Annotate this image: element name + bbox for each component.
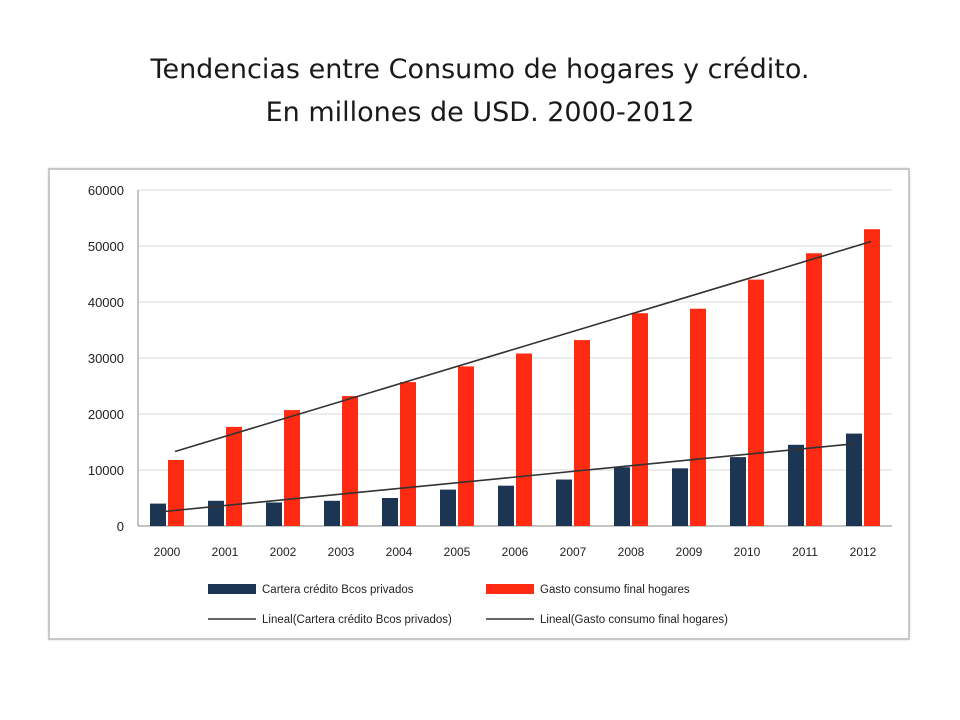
legend-swatch-0 [208,584,256,594]
x-tick-label-2003: 2003 [328,545,355,559]
x-tick-label-2010: 2010 [734,545,761,559]
legend-label-0: Cartera crédito Bcos privados [262,584,414,596]
bar-cartera-credito-2010 [730,457,746,526]
trendline-cartera-credito [158,442,856,513]
bar-gasto-consumo-2003 [342,396,358,526]
y-tick-label: 60000 [88,183,124,198]
slide-title-line-2: En millones de USD. 2000-2012 [265,97,695,128]
bar-cartera-credito-2004 [382,498,398,526]
x-tick-label-2006: 2006 [502,545,529,559]
bar-cartera-credito-2002 [266,502,282,526]
y-tick-label: 0 [117,519,124,534]
bar-gasto-consumo-2008 [632,313,648,526]
x-tick-label-2007: 2007 [560,545,587,559]
chart-svg: 0 10000 20000 30000 40000 50000 60000 2000 2001… [88,183,892,626]
bar-gasto-consumo-2010 [748,279,764,526]
x-tick-label-2002: 2002 [270,545,297,559]
bar-cartera-credito-2001 [208,500,224,526]
bar-gasto-consumo-2005 [458,366,474,526]
x-tick-label-2011: 2011 [792,545,818,559]
legend-label-2: Lineal(Cartera crédito Bcos privados) [262,614,452,626]
bar-gasto-consumo-2012 [864,229,880,526]
chart-frame: 0 10000 20000 30000 40000 50000 60000 2000 2001… [48,168,910,640]
x-tick-label-2000: 2000 [154,545,181,559]
trend-lines [158,240,872,513]
bar-gasto-consumo-2007 [574,340,590,526]
trendline-gasto-consumo [174,240,872,453]
x-tick-label-2005: 2005 [444,545,471,559]
y-axis-ticks: 0 10000 20000 30000 40000 50000 60000 [88,183,124,534]
x-tick-label-2008: 2008 [618,545,645,559]
bar-gasto-consumo-2002 [284,410,300,526]
bar-gasto-consumo-2009 [690,308,706,526]
x-tick-label-2004: 2004 [386,545,413,559]
x-axis-ticks: 2000 2001 2002 2003 2004 2005 2006 2007 2008 2009… [154,545,877,559]
y-tick-label: 40000 [88,295,124,310]
bar-gasto-consumo-2000 [168,459,184,526]
bar-cartera-credito-2012 [846,433,862,526]
grid-lines [137,189,892,527]
bar-cartera-credito-2000 [150,503,166,526]
bar-gasto-consumo-2004 [400,382,416,526]
legend-label-1: Gasto consumo final hogares [540,584,690,596]
y-tick-label: 50000 [88,239,124,254]
legend: Cartera crédito Bcos privados Gasto consu… [208,584,728,626]
bar-cartera-credito-2003 [324,500,340,526]
y-tick-label: 30000 [88,351,124,366]
slide-title-line-1: Tendencias entre Consumo de hogares y cr… [150,54,810,85]
x-tick-label-2012: 2012 [850,545,877,559]
bar-gasto-consumo-2001 [226,426,242,526]
bar-cartera-credito-2011 [788,444,804,526]
legend-swatch-1 [486,584,534,594]
bar-cartera-credito-2009 [672,468,688,526]
bar-cartera-credito-2006 [498,485,514,526]
y-tick-label: 10000 [88,463,124,478]
slide-title: Tendencias entre Consumo de hogares y cr… [0,48,960,134]
bars [150,229,880,526]
legend-label-3: Lineal(Gasto consumo final hogares) [540,614,728,626]
y-tick-label: 20000 [88,407,124,422]
bar-cartera-credito-2008 [614,467,630,526]
bar-gasto-consumo-2011 [806,253,822,526]
x-tick-label-2001: 2001 [212,545,239,559]
bar-cartera-credito-2005 [440,489,456,526]
bar-gasto-consumo-2006 [516,353,532,526]
x-tick-label-2009: 2009 [676,545,703,559]
bar-cartera-credito-2007 [556,479,572,526]
